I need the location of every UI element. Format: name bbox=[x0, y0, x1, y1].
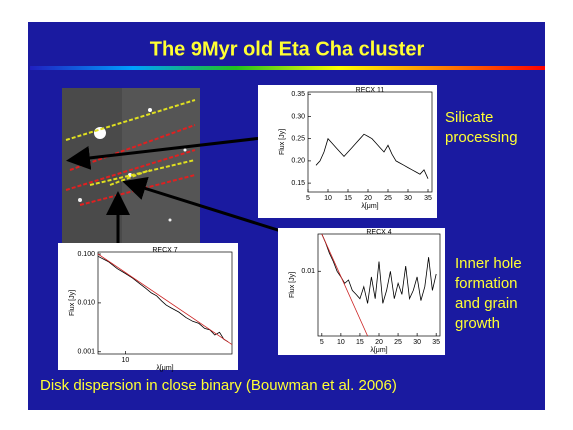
x-tick-label: 30 bbox=[404, 195, 412, 202]
series-line bbox=[321, 233, 368, 337]
y-tick-label: 0.35 bbox=[291, 91, 305, 98]
y-tick-label: 0.010 bbox=[77, 300, 95, 307]
x-tick-label: 15 bbox=[356, 339, 364, 346]
y-tick-label: 0.20 bbox=[291, 158, 305, 165]
x-tick-label: 20 bbox=[364, 195, 372, 202]
star-field-image bbox=[62, 88, 200, 250]
chart-panel bbox=[258, 85, 437, 218]
x-tick-label: 5 bbox=[306, 195, 310, 202]
y-tick-label: 0.30 bbox=[291, 113, 305, 120]
series-line bbox=[97, 253, 233, 345]
chart-title: RECX 4 bbox=[366, 229, 391, 236]
y-tick-label: 0.25 bbox=[291, 136, 305, 143]
caption: Silicate bbox=[445, 109, 493, 126]
y-tick-label: 0.15 bbox=[291, 180, 305, 187]
x-tick-label: 10 bbox=[324, 195, 332, 202]
x-tick-label: 35 bbox=[424, 195, 432, 202]
x-axis-label: λ[μm] bbox=[370, 347, 387, 354]
slide-title: The 9Myr old Eta Cha cluster bbox=[150, 38, 425, 60]
series-line bbox=[97, 255, 229, 343]
x-tick-label: 25 bbox=[384, 195, 392, 202]
x-axis-label: λ[μm] bbox=[361, 203, 378, 210]
x-tick-label: 25 bbox=[394, 339, 402, 346]
y-axis-label: Flux [Jy] bbox=[289, 272, 296, 298]
y-axis-label: Flux [Jy] bbox=[69, 290, 76, 316]
rainbow-bar bbox=[30, 66, 545, 70]
y-tick-label: 0.01 bbox=[301, 268, 315, 275]
x-axis-label: λ[μm] bbox=[156, 365, 173, 372]
caption: formation bbox=[455, 275, 518, 292]
y-tick-label: 0.001 bbox=[77, 349, 95, 356]
x-tick-label: 15 bbox=[344, 195, 352, 202]
x-tick-label: 20 bbox=[375, 339, 383, 346]
x-tick-label: 10 bbox=[337, 339, 345, 346]
chart-panel bbox=[58, 243, 238, 370]
series-line bbox=[315, 133, 429, 179]
caption: processing bbox=[445, 129, 518, 146]
caption: and grain bbox=[455, 295, 518, 312]
caption: Inner hole bbox=[455, 255, 522, 272]
x-tick-label: 35 bbox=[432, 339, 440, 346]
chart-title: RECX 7 bbox=[152, 247, 177, 254]
arrows bbox=[66, 136, 301, 250]
x-tick-label: 30 bbox=[413, 339, 421, 346]
x-tick-label: 10 bbox=[122, 357, 130, 364]
plot-frame bbox=[307, 91, 433, 193]
y-axis-label: Flux [Jy] bbox=[279, 129, 286, 155]
chart-title: RECX 11 bbox=[356, 87, 385, 94]
x-tick-label: 5 bbox=[320, 339, 324, 346]
footer: Disk dispersion in close binary (Bouwman… bbox=[40, 377, 397, 394]
caption: growth bbox=[455, 315, 500, 332]
y-tick-label: 0.100 bbox=[77, 251, 95, 258]
